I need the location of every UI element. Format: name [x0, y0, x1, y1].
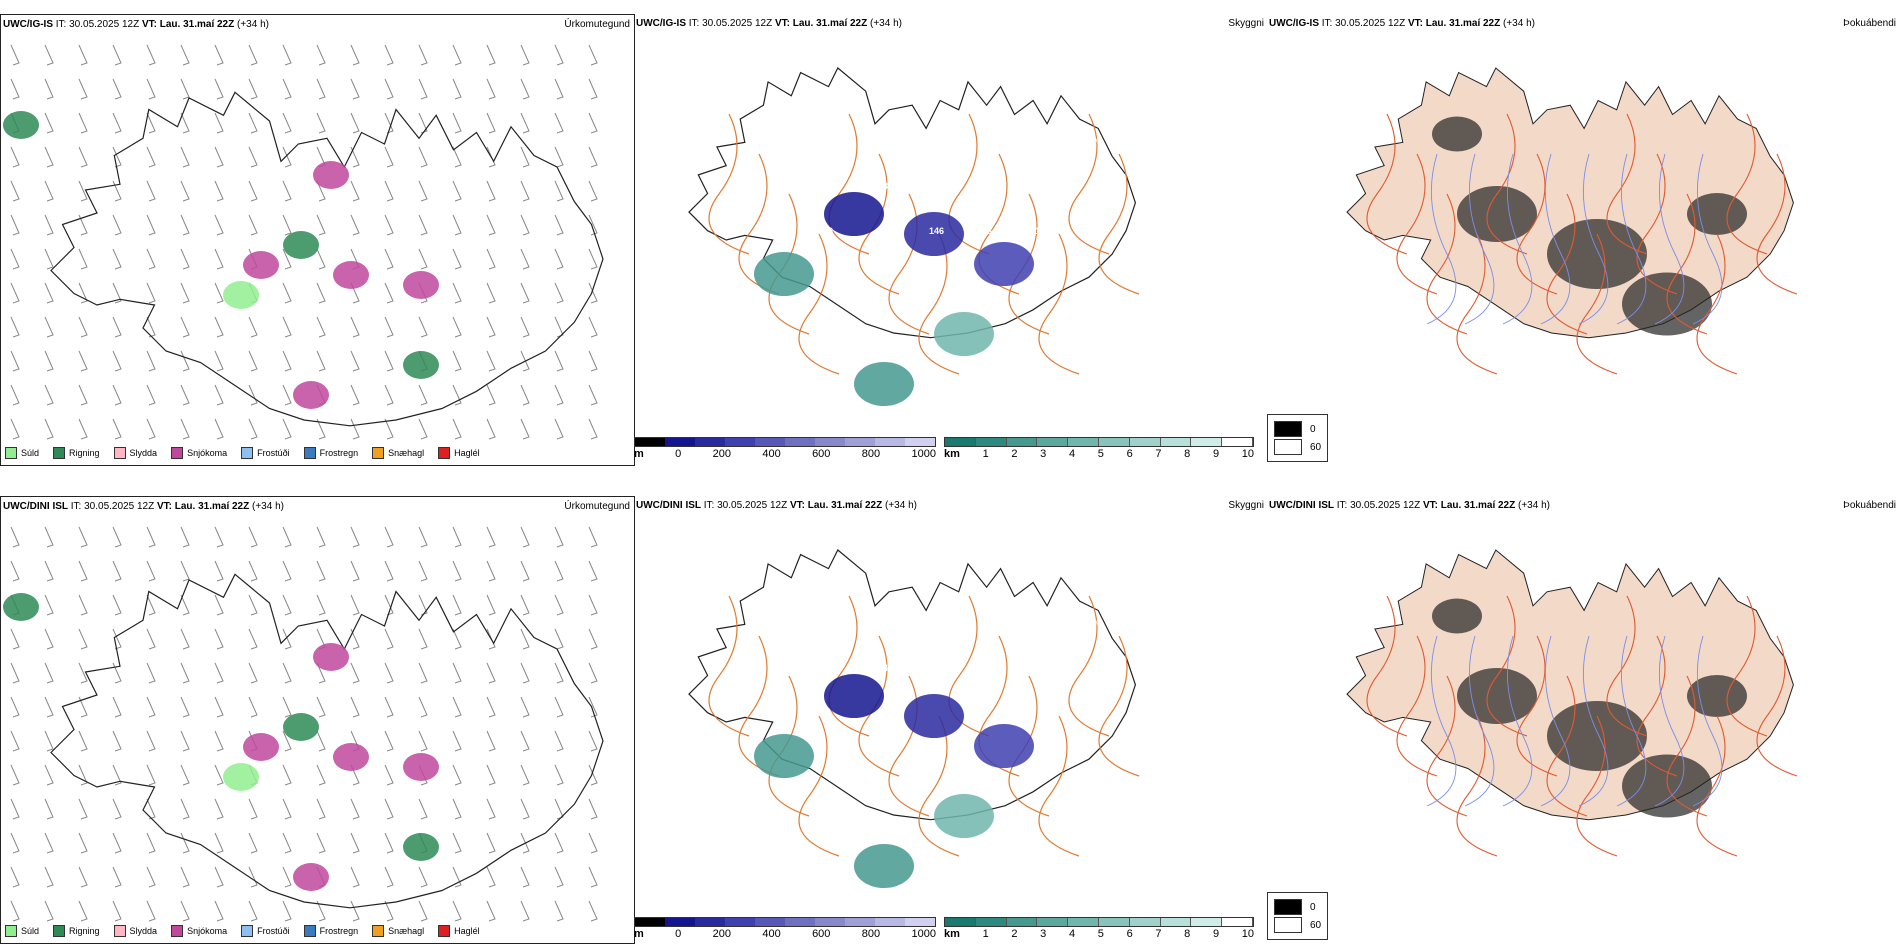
ceiling-label: 76 — [827, 136, 837, 146]
fog-map — [1346, 549, 1798, 857]
panel-header: UWC/IG-IS IT: 30.05.2025 12Z VT: Lau. 31… — [1269, 18, 1535, 29]
ceiling-label: 14 — [1035, 226, 1045, 236]
visibility-map: 84 127 167 117 26 69 98 135 84 198 126 72 — [688, 549, 1140, 888]
ceiling-label: 69 — [1039, 618, 1049, 628]
precip-legend: Súld Rigning Slydda Snjókoma Frostúði Fr… — [5, 447, 494, 459]
panel-title: Þokuábendi — [1843, 18, 1896, 29]
visibility-panel-bottom: UWC/DINI ISL IT: 30.05.2025 12Z VT: Lau.… — [634, 496, 1266, 942]
ceiling-label: 48 — [982, 226, 992, 236]
panel-header: UWC/IG-IS IT: 30.05.2025 12Z VT: Lau. 31… — [636, 18, 902, 29]
legend-item: Snjókoma — [171, 925, 227, 937]
ceiling-label: 167 — [880, 618, 895, 628]
ceiling-label: 72 — [1037, 663, 1047, 673]
ceiling-label: 126 — [984, 663, 999, 673]
ceiling-label: 127 — [827, 618, 842, 628]
visibility-colorbar: km 1 2 3 4 5 6 7 8 9 10 — [944, 917, 1254, 940]
panel-header: UWC/DINI ISL IT: 30.05.2025 12Z VT: Lau.… — [3, 501, 284, 512]
ceiling-label: 126 — [1037, 181, 1052, 191]
precip-type-panel-bottom: UWC/DINI ISL IT: 30.05.2025 12Z VT: Lau.… — [0, 496, 635, 944]
ceiling-label: 117 — [933, 618, 948, 628]
panel-title: Skyggni — [1228, 18, 1264, 29]
ceiling-label: 98 — [774, 136, 784, 146]
ceiling-label: 27 — [876, 226, 886, 236]
panel-header: UWC/DINI ISL IT: 30.05.2025 12Z VT: Lau.… — [636, 500, 917, 511]
precip-areas — [3, 111, 439, 409]
ceiling-label: 198 — [931, 663, 946, 673]
fog-map — [1346, 67, 1798, 375]
legend-item: Haglél — [438, 925, 480, 937]
ceiling-label: 83 — [1039, 136, 1049, 146]
ceiling-label: 84 — [878, 663, 888, 673]
ceiling-label: 98 — [1092, 618, 1102, 628]
panel-title: Úrkomutegund — [564, 19, 630, 30]
ceiling-colorbar: m 0 200 400 600 800 1000 — [634, 917, 936, 940]
legend-item: Frostúði — [241, 925, 290, 937]
fog-legend: 0 60 — [1267, 892, 1329, 940]
panel-header: UWC/DINI ISL IT: 30.05.2025 12Z VT: Lau.… — [1269, 500, 1550, 511]
ceiling-label: 51 — [933, 136, 943, 146]
panel-title: Skyggni — [1228, 500, 1264, 511]
visibility-panel-top: UWC/IG-IS IT: 30.05.2025 12Z VT: Lau. 31… — [634, 14, 1266, 464]
precip-map — [3, 526, 604, 922]
legend-item: Snæhagl — [372, 925, 424, 937]
legend-item: Snæhagl — [372, 447, 424, 459]
precip-legend: Súld Rigning Slydda Snjókoma Frostúði Fr… — [5, 925, 494, 937]
ceiling-label: 135 — [825, 663, 840, 673]
ceiling-label: 94 — [1088, 226, 1098, 236]
fog-panel-top: UWC/IG-IS IT: 30.05.2025 12Z VT: Lau. 31… — [1267, 14, 1900, 464]
ceiling-label: 49 — [823, 226, 833, 236]
ceiling-colorbar: m 0 200 400 600 800 1000 — [634, 437, 936, 460]
legend-item: Slydda — [113, 925, 157, 937]
ceiling-label: 71 — [986, 136, 996, 146]
ceiling-label: 81 — [1090, 181, 1100, 191]
ceiling-label: 84 — [774, 618, 784, 628]
ceiling-label: 47 — [880, 136, 890, 146]
precip-map — [3, 44, 604, 440]
fog-panel-bottom: UWC/DINI ISL IT: 30.05.2025 12Z VT: Lau.… — [1267, 496, 1900, 942]
legend-item: Slydda — [113, 447, 157, 459]
legend-item: Rigning — [53, 925, 100, 937]
legend-item: Rigning — [53, 447, 100, 459]
legend-item: Súld — [5, 925, 39, 937]
panel-title: Úrkomutegund — [564, 501, 630, 512]
legend-item: Frostregn — [303, 447, 358, 459]
legend-item: Súld — [5, 447, 39, 459]
ceiling-label: 146 — [929, 226, 944, 236]
panel-title: Þokuábendi — [1843, 500, 1896, 511]
coastline — [50, 91, 604, 427]
legend-item: Frostregn — [303, 925, 358, 937]
visibility-colorbar: km 1 2 3 4 5 6 7 8 9 10 — [944, 437, 1254, 460]
fog-legend: 0 60 — [1267, 414, 1329, 462]
ceiling-label: 138 — [984, 181, 999, 191]
precip-type-panel-top: UWC/IG-IS IT: 30.05.2025 12Z VT: Lau. 31… — [0, 14, 635, 466]
wind-barbs — [10, 44, 598, 440]
visibility-map: 98 76 47 51 71 83 96 132 139 171 138 126 81 49 27 146 48… — [688, 67, 1140, 406]
legend-item: Frostúði — [241, 447, 290, 459]
panel-header: UWC/IG-IS IT: 30.05.2025 12Z VT: Lau. 31… — [3, 19, 269, 30]
ceiling-label: 139 — [878, 181, 893, 191]
ceiling-label: 171 — [931, 181, 946, 191]
ceiling-label: 132 — [825, 181, 840, 191]
legend-item: Snjókoma — [171, 447, 227, 459]
ceiling-label: 96 — [1092, 136, 1102, 146]
legend-item: Haglél — [438, 447, 480, 459]
ceiling-label: 26 — [986, 618, 996, 628]
